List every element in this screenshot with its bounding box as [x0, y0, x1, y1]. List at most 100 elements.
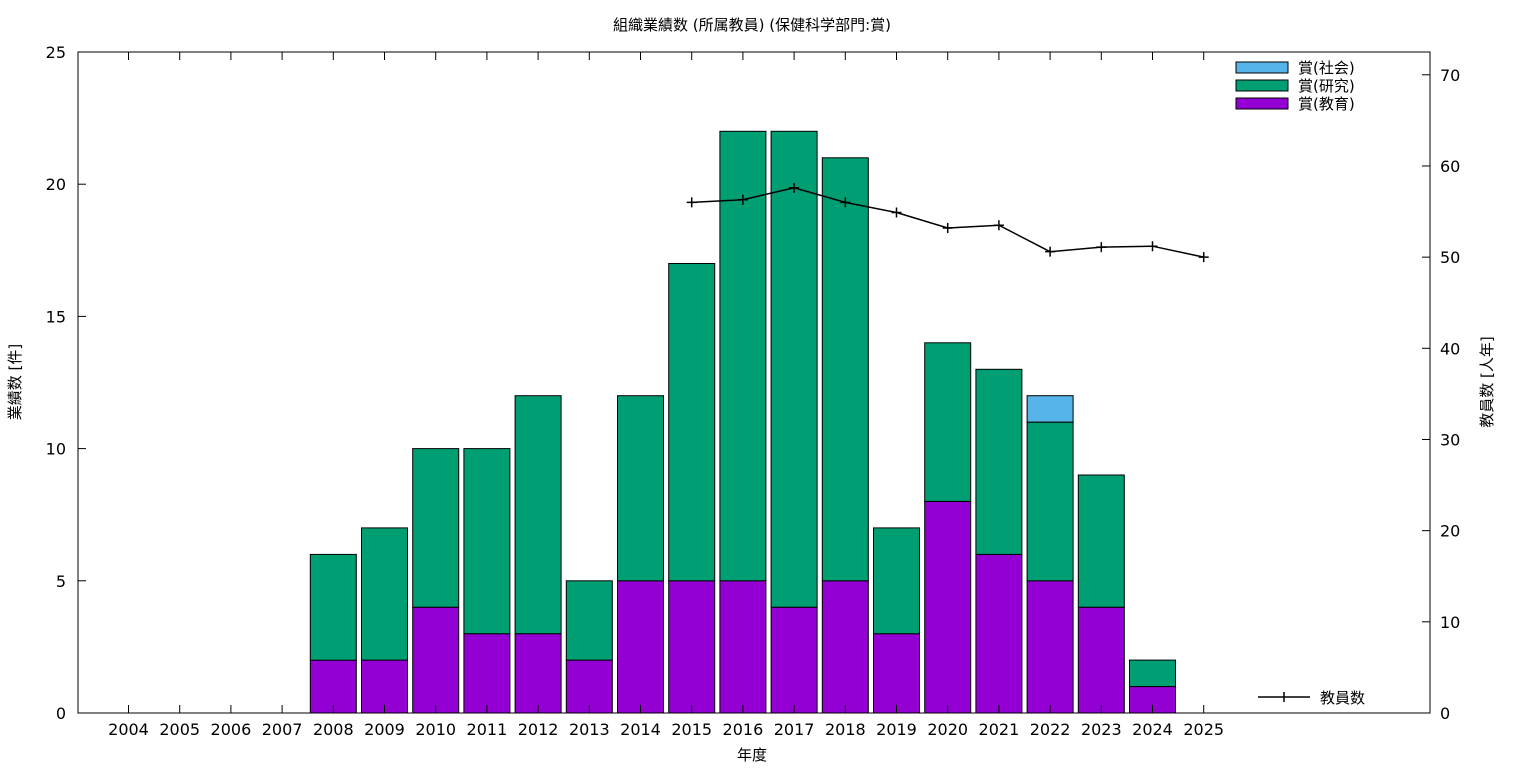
bar-2023-賞(教育) — [1077, 606, 1125, 714]
x-axis-title: 年度 — [737, 746, 767, 764]
bar-2021-賞(研究) — [975, 368, 1023, 555]
bar-2015-賞(研究) — [668, 263, 716, 582]
bar-2022-賞(社会) — [1026, 395, 1074, 423]
y2-tick-label: 50 — [1440, 248, 1460, 267]
y2-tick-label: 0 — [1440, 704, 1450, 723]
bar-2020-賞(研究) — [924, 342, 972, 502]
legend-label-line: 教員数 — [1320, 689, 1365, 707]
bar-2022-賞(研究) — [1026, 421, 1074, 582]
x-tick-label: 2012 — [518, 720, 559, 739]
x-tick-label: 2025 — [1183, 720, 1224, 739]
x-tick-label: 2011 — [467, 720, 508, 739]
y-axis: 0 5 10 15 20 25 — [46, 43, 86, 723]
bar-2019-賞(教育) — [873, 633, 920, 714]
x-tick-label: 2023 — [1081, 720, 1122, 739]
line-point-2025 — [1198, 252, 1209, 263]
bar-2017-賞(教育) — [770, 606, 818, 714]
y-tick-label: 0 — [56, 704, 66, 723]
y-tick-label: 25 — [46, 43, 66, 62]
bar-2013-賞(研究) — [565, 580, 613, 661]
x-tick-label: 2006 — [211, 720, 252, 739]
bar-2014-賞(研究) — [617, 395, 664, 582]
line-point-2021 — [993, 220, 1004, 231]
line-point-2017 — [789, 182, 800, 193]
line-point-2015 — [686, 197, 697, 208]
bar-2008-賞(研究) — [309, 553, 357, 661]
y-tick-label: 5 — [56, 572, 66, 591]
bar-2011-賞(教育) — [463, 633, 511, 714]
bar-2022-賞(教育) — [1026, 580, 1074, 714]
bars-layer — [309, 130, 1176, 714]
legend-label-賞(社会): 賞(社会) — [1298, 59, 1355, 77]
y2-tick-label: 40 — [1440, 339, 1460, 358]
bar-2017-賞(研究) — [770, 130, 818, 608]
x-tick-label: 2016 — [723, 720, 764, 739]
x-tick-label: 2013 — [569, 720, 610, 739]
x-tick-label: 2019 — [876, 720, 917, 739]
bar-2015-賞(教育) — [668, 580, 716, 714]
bar-2012-賞(研究) — [514, 395, 562, 635]
bar-2009-賞(教育) — [361, 659, 408, 714]
line-point-2022 — [1045, 246, 1056, 257]
bar-2010-賞(教育) — [412, 606, 460, 714]
x-tick-label: 2024 — [1132, 720, 1173, 739]
legend-swatch-賞(研究) — [1235, 79, 1289, 92]
bar-2016-賞(教育) — [719, 580, 767, 714]
x-tick-label: 2009 — [364, 720, 405, 739]
legend-swatch-賞(社会) — [1235, 61, 1289, 74]
bar-2009-賞(研究) — [361, 527, 408, 661]
plot-frame — [77, 51, 1431, 714]
y-tick-label: 10 — [46, 440, 66, 459]
legend-swatch-賞(教育) — [1235, 97, 1289, 110]
x-tick-label: 2020 — [927, 720, 968, 739]
bar-2019-賞(研究) — [873, 527, 920, 635]
bar-2018-賞(教育) — [821, 580, 869, 714]
line-point-2019 — [891, 207, 902, 218]
x-tick-label: 2017 — [774, 720, 815, 739]
y-axis-title: 業績数 [件] — [6, 344, 24, 420]
bar-2018-賞(研究) — [821, 157, 869, 582]
y2-axis-title: 教員数 [人年] — [1478, 336, 1496, 427]
x-tick-label: 2014 — [620, 720, 661, 739]
y2-tick-label: 20 — [1440, 522, 1460, 541]
x-tick-label: 2022 — [1030, 720, 1071, 739]
y2-tick-label: 60 — [1440, 157, 1460, 176]
bar-2010-賞(研究) — [412, 448, 460, 608]
legend-label-賞(教育): 賞(教育) — [1298, 95, 1355, 113]
y2-tick-label: 70 — [1440, 66, 1460, 85]
line-point-2018 — [840, 197, 851, 208]
legend: 賞(社会)賞(研究)賞(教育) 教員数 — [1235, 59, 1365, 707]
line-layer — [686, 182, 1209, 263]
x-tick-label: 2005 — [159, 720, 200, 739]
x-tick-label: 2004 — [108, 720, 149, 739]
y2-tick-label: 30 — [1440, 430, 1460, 449]
bar-2023-賞(研究) — [1077, 474, 1125, 608]
y-tick-label: 15 — [46, 307, 66, 326]
x-axis: 2004 2005 2006 2007 2008 2009 2010 2011 2012 2013… — [108, 52, 1224, 739]
y2-tick-label: 10 — [1440, 613, 1460, 632]
bar-2014-賞(教育) — [617, 580, 664, 714]
y2-axis: 0 10 20 30 40 50 60 70 — [1422, 66, 1460, 723]
x-tick-label: 2021 — [979, 720, 1020, 739]
legend-label-賞(研究): 賞(研究) — [1298, 77, 1355, 95]
bar-2024-賞(研究) — [1129, 659, 1176, 687]
y-tick-label: 20 — [46, 175, 66, 194]
bar-2012-賞(教育) — [514, 633, 562, 714]
bar-2011-賞(研究) — [463, 448, 511, 635]
bar-2020-賞(教育) — [924, 501, 972, 714]
chart-title: 組織業績数 (所属教員) (保健科学部門:賞) — [613, 16, 891, 34]
x-tick-label: 2008 — [313, 720, 354, 739]
bar-2016-賞(研究) — [719, 130, 767, 582]
line-point-2024 — [1147, 241, 1158, 252]
bar-2008-賞(教育) — [309, 659, 357, 714]
x-tick-label: 2010 — [415, 720, 456, 739]
bar-2021-賞(教育) — [975, 553, 1023, 714]
x-tick-label: 2018 — [825, 720, 866, 739]
x-tick-label: 2007 — [262, 720, 303, 739]
x-tick-label: 2015 — [671, 720, 712, 739]
line-point-2020 — [942, 222, 953, 233]
line-point-2023 — [1096, 242, 1107, 253]
line-point-2016 — [737, 194, 748, 205]
